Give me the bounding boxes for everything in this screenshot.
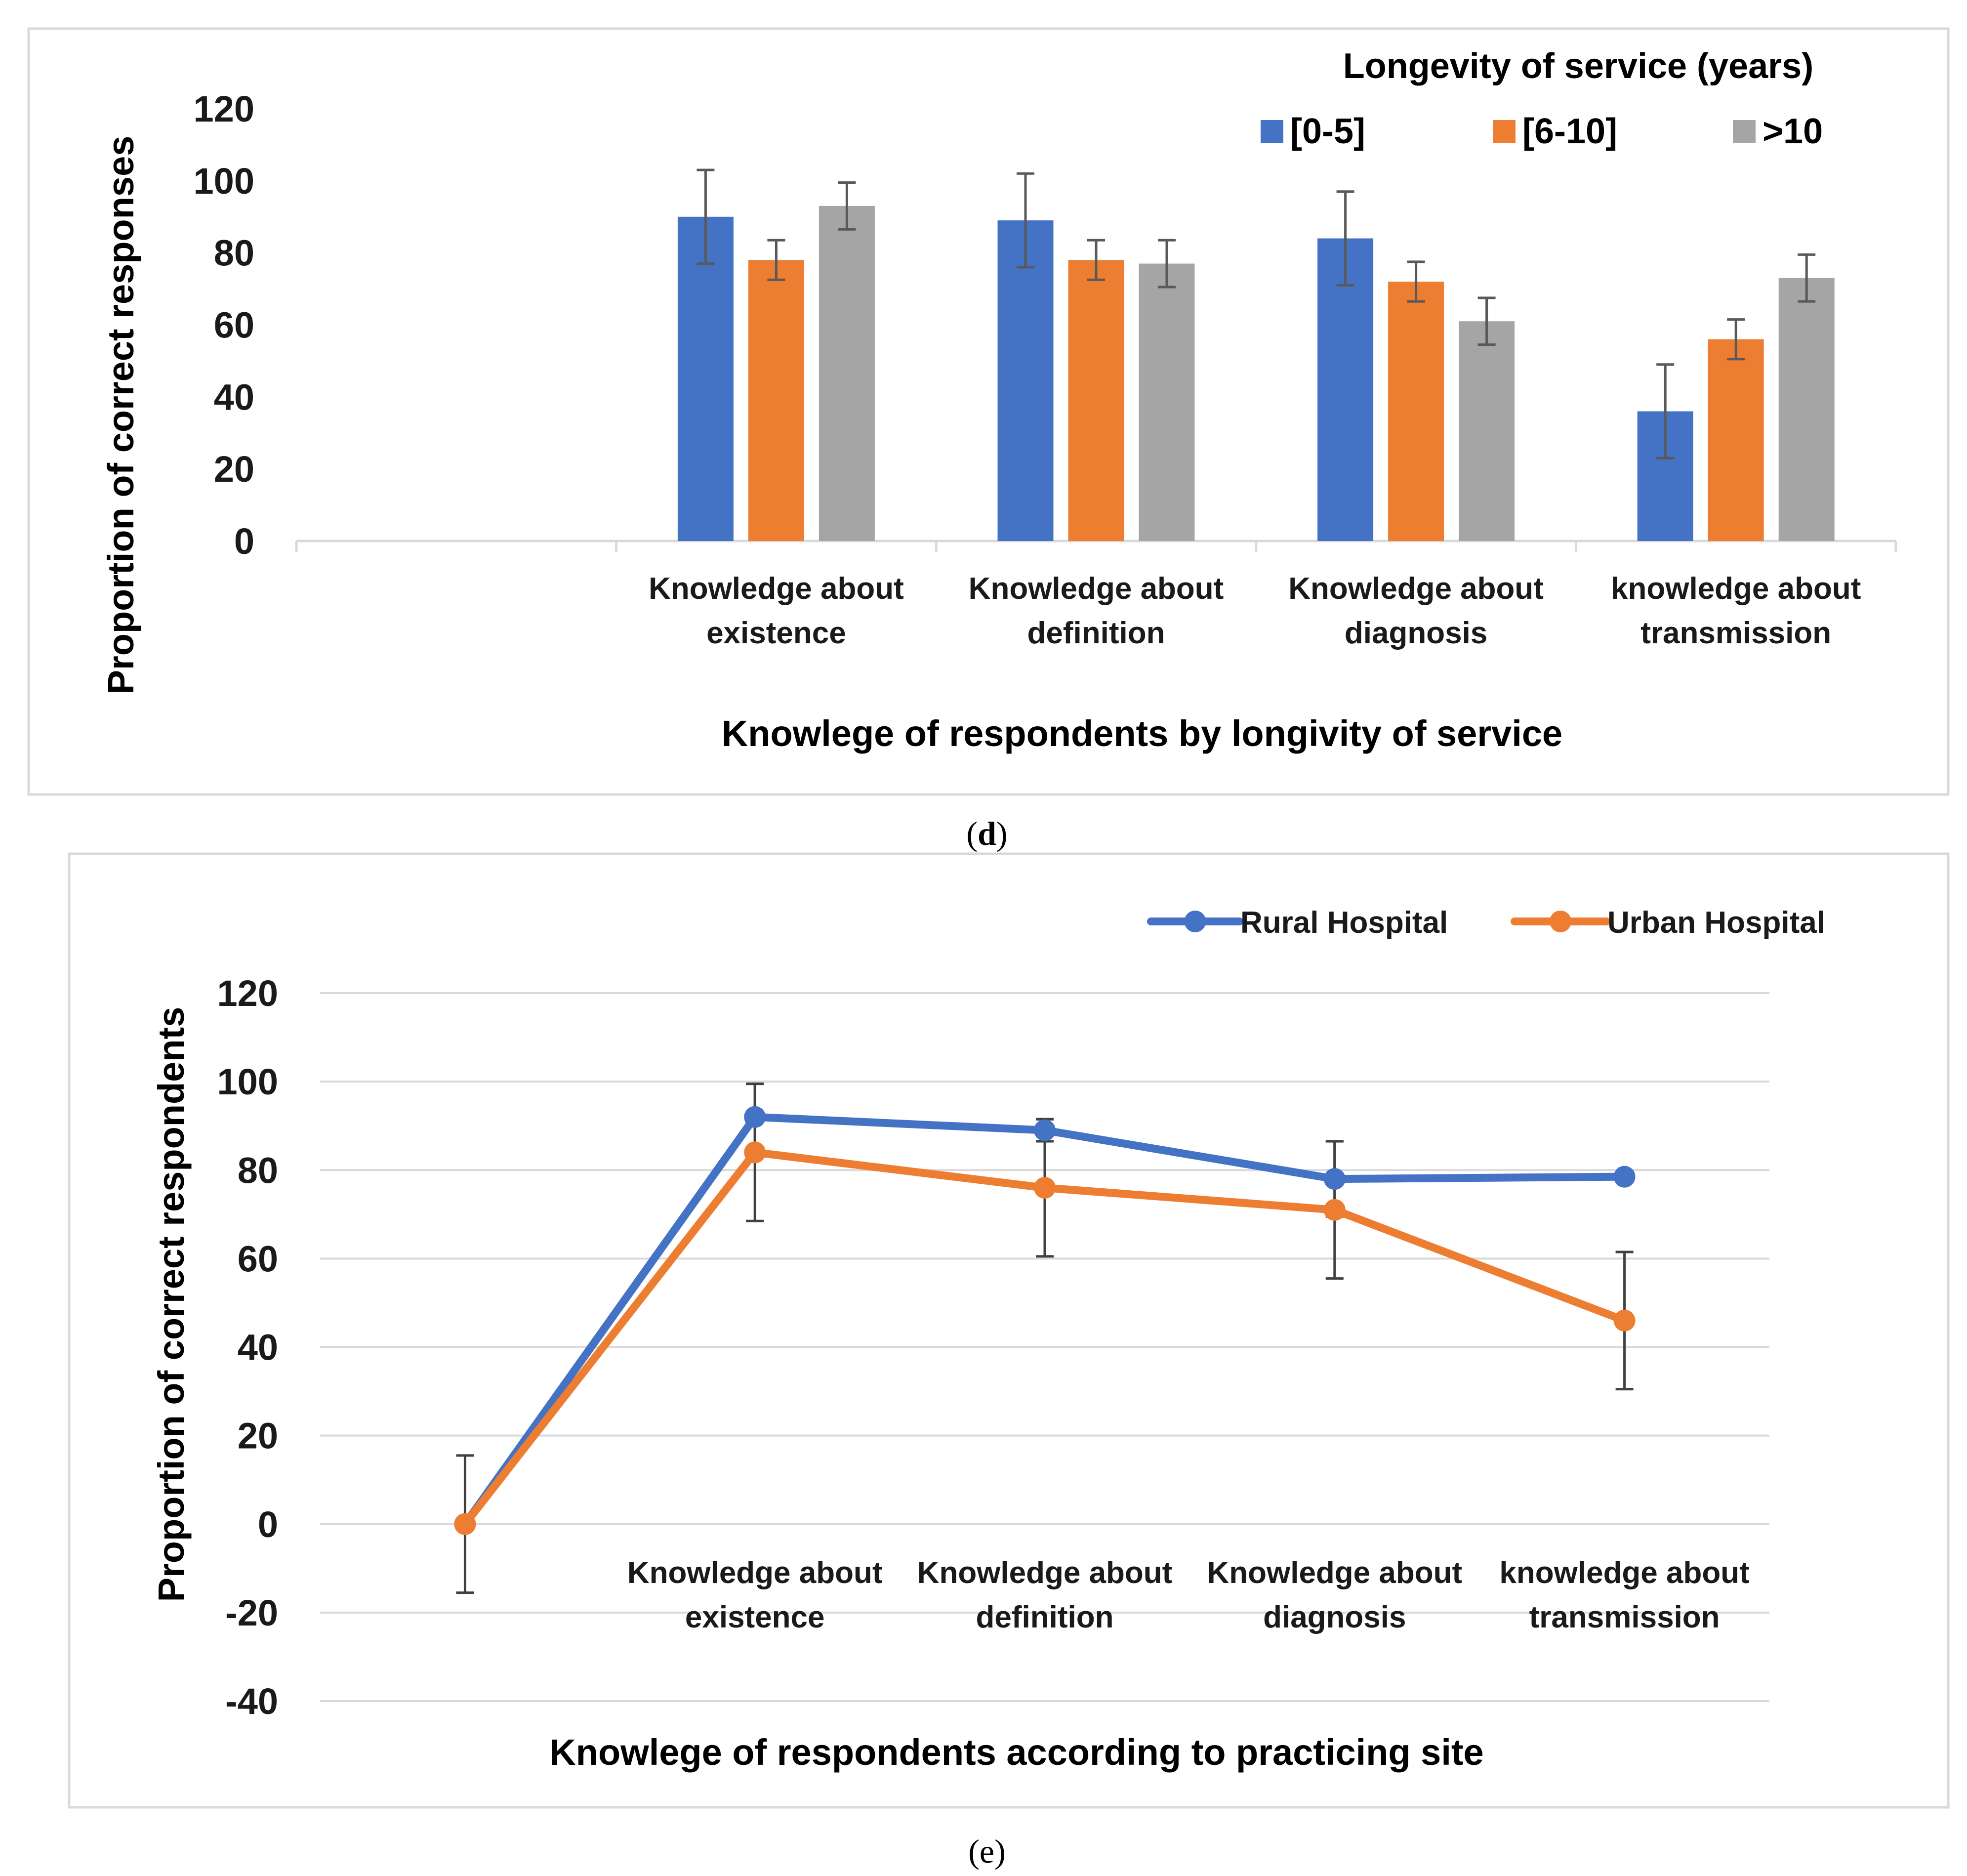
chart-e-caption: (e) xyxy=(968,1833,1005,1870)
chart-e-category-label: Knowledge about xyxy=(627,1556,883,1590)
chart-d-legend-label: [6-10] xyxy=(1522,112,1617,151)
chart-d-caption: (d) xyxy=(966,815,1007,852)
chart-e-plot-area: -40 -20 0 20 40 60 80 100 120 Knowledge about exis… xyxy=(217,973,1769,1722)
chart-e-legend-marker xyxy=(1184,911,1206,932)
chart-e-point xyxy=(1323,1199,1346,1221)
chart-d-legend-label: >10 xyxy=(1762,112,1823,151)
chart-d-ytick-label: 40 xyxy=(214,376,254,417)
chart-d-bar xyxy=(1708,339,1764,541)
chart-d-ytick-label: 0 xyxy=(234,521,254,562)
chart-d-frame xyxy=(27,27,1950,796)
chart-d-legend-label: [0-5] xyxy=(1290,112,1365,151)
chart-d-bar xyxy=(1778,278,1835,541)
chart-d-category-label: Knowledge about xyxy=(969,572,1224,606)
chart-d-category-label: transmission xyxy=(1640,616,1831,650)
chart-d-legend-swatch xyxy=(1733,120,1756,143)
chart-e-frame xyxy=(68,852,1950,1809)
chart-d-ytick-label: 120 xyxy=(194,88,254,129)
chart-e-legend-label: Urban Hospital xyxy=(1607,906,1825,940)
chart-e-ytick-label: 40 xyxy=(238,1327,278,1368)
chart-d-legend-items: [0-5] [6-10] >10 xyxy=(1261,112,1823,151)
chart-d-legend-swatch xyxy=(1261,120,1283,143)
chart-d-ytick-label: 20 xyxy=(214,449,254,490)
chart-e-ytick-label: 20 xyxy=(238,1416,278,1457)
chart-e-category-label: Knowledge about xyxy=(917,1556,1173,1590)
chart-d-bar xyxy=(819,206,875,541)
chart-e-category-label: definition xyxy=(976,1600,1114,1634)
chart-d-legend-swatch xyxy=(1493,120,1516,143)
chart-e-category-label: transmission xyxy=(1529,1600,1720,1634)
chart-e-point xyxy=(1323,1168,1346,1190)
chart-d-bar xyxy=(1317,238,1374,541)
chart-d-category-label: definition xyxy=(1027,616,1165,650)
chart-e-point xyxy=(1613,1309,1636,1332)
chart-d-plot-area: 0 20 40 60 80 100 120 Knowledge about existence K… xyxy=(194,88,1897,650)
chart-e-legend: Rural Hospital Urban Hospital xyxy=(1147,906,1825,940)
chart-d-category-label: Knowledge about xyxy=(649,572,904,606)
chart-e: -40 -20 0 20 40 60 80 100 120 Knowledge about exis… xyxy=(68,852,1950,1809)
chart-d-bar xyxy=(1068,260,1124,541)
chart-d-legend: Longevity of service (years) [0-5] [6-10]… xyxy=(1261,46,1823,151)
chart-e-point xyxy=(744,1106,766,1128)
chart-d-caption-letter: d xyxy=(978,815,996,852)
chart-d-category-label: diagnosis xyxy=(1345,616,1487,650)
chart-d-xlabel: Knowlege of respondents by longivity of … xyxy=(722,713,1562,754)
chart-e-point xyxy=(1034,1119,1056,1141)
chart-e-legend-marker xyxy=(1550,911,1571,932)
chart-e-ytick-label: 100 xyxy=(217,1061,278,1102)
chart-d-category-label: knowledge about xyxy=(1611,572,1861,606)
chart-e-xlabel: Knowlege of respondents according to pra… xyxy=(549,1732,1483,1773)
chart-d-ytick-label: 80 xyxy=(214,233,254,274)
chart-d-bar xyxy=(1388,282,1444,541)
chart-e-point xyxy=(1034,1177,1056,1199)
chart-e-ytick-label: 60 xyxy=(238,1238,278,1279)
chart-e-category-label: existence xyxy=(685,1600,825,1634)
chart-e-ytick-label: -40 xyxy=(225,1681,278,1722)
chart-d-bar xyxy=(1459,321,1515,541)
chart-d-bar xyxy=(1139,263,1195,541)
chart-d-bar xyxy=(748,260,804,541)
chart-d-category-label: existence xyxy=(706,616,846,650)
chart-d-ylabel: Proportion of correct responses xyxy=(100,136,141,695)
chart-d-ytick-label: 100 xyxy=(194,161,254,202)
chart-e-point xyxy=(744,1141,766,1164)
chart-d: 0 20 40 60 80 100 120 Knowledge about existence K… xyxy=(27,27,1950,796)
chart-d-legend-title: Longevity of service (years) xyxy=(1343,46,1813,86)
chart-e-point xyxy=(454,1513,476,1535)
chart-d-ytick-label: 60 xyxy=(214,305,254,346)
chart-e-category-label: knowledge about xyxy=(1499,1556,1749,1590)
chart-e-ylabel: Proportion of correct respondents xyxy=(151,1007,192,1602)
chart-e-point xyxy=(1613,1166,1636,1188)
chart-e-category-label: diagnosis xyxy=(1263,1600,1406,1634)
chart-d-bar xyxy=(677,216,734,541)
chart-e-ytick-label: 120 xyxy=(217,973,278,1014)
chart-e-category-label: Knowledge about xyxy=(1207,1556,1462,1590)
chart-e-ytick-label: -20 xyxy=(225,1592,278,1633)
chart-d-bar xyxy=(997,220,1054,542)
chart-d-category-label: Knowledge about xyxy=(1288,572,1544,606)
chart-e-ytick-label: 0 xyxy=(258,1504,278,1545)
chart-e-legend-label: Rural Hospital xyxy=(1240,906,1448,940)
chart-e-ytick-label: 80 xyxy=(238,1150,278,1191)
